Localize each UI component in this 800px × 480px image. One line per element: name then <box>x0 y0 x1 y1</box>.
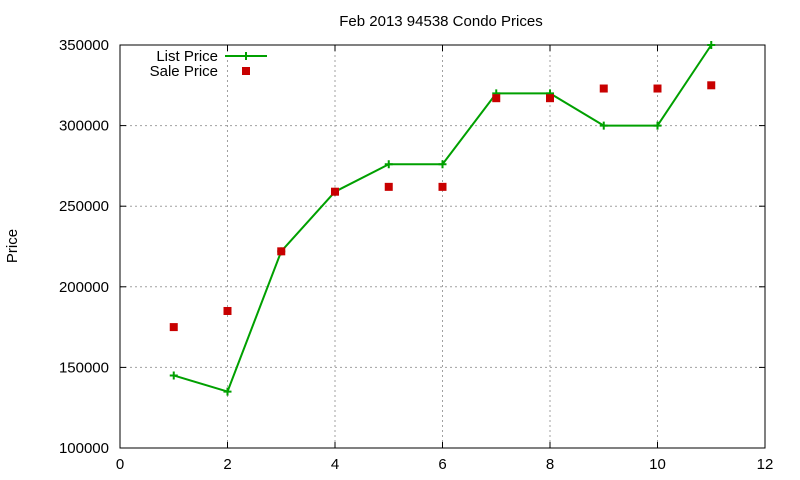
sale-price-point <box>169 323 178 332</box>
chart-title: Feb 2013 94538 Condo Prices <box>339 13 542 30</box>
y-axis-label: Price <box>4 229 21 263</box>
x-tick-label: 8 <box>546 456 554 473</box>
legend-marker-sale-price <box>242 67 250 75</box>
y-tick-label: 250000 <box>59 198 109 215</box>
sale-price-point <box>599 84 608 93</box>
x-tick-label: 6 <box>438 456 446 473</box>
list-price-point <box>169 371 178 380</box>
sale-price-point <box>277 247 286 256</box>
sale-price-point <box>223 306 232 315</box>
sale-price-point <box>331 187 339 196</box>
x-tick-label: 10 <box>649 456 666 473</box>
x-tick-label: 0 <box>116 456 124 473</box>
list-price-point <box>223 387 232 396</box>
sale-price-point <box>707 81 716 90</box>
sale-price-point <box>492 94 501 103</box>
list-price-point <box>438 160 447 169</box>
list-price-point <box>384 160 393 169</box>
legend-label-list-price: List Price <box>156 48 218 65</box>
legend: List Price Sale Price <box>150 48 267 80</box>
y-tick-label: 350000 <box>59 37 109 54</box>
sale-price-point <box>653 84 662 93</box>
list-price-point <box>653 121 662 130</box>
sale-price-point <box>384 182 393 191</box>
y-tick-label: 150000 <box>59 359 109 376</box>
list-price-point <box>707 41 716 49</box>
y-tick-label: 200000 <box>59 279 109 296</box>
list-price-point <box>599 121 608 130</box>
sale-price-point <box>546 94 554 103</box>
x-tick-label: 2 <box>223 456 231 473</box>
x-tick-label: 12 <box>757 456 774 473</box>
legend-marker-list-price <box>242 52 250 60</box>
y-tick-label: 300000 <box>59 118 109 135</box>
x-tick-label: 4 <box>331 456 339 473</box>
sale-price-point <box>438 182 447 191</box>
legend-label-sale-price: Sale Price <box>150 63 218 80</box>
grid-lines <box>120 45 765 448</box>
data-series <box>169 41 716 396</box>
axis-ticks: 0 2 4 6 8 10 12 100000 150000 200000 250000 300000 3… <box>59 37 773 473</box>
y-tick-label: 100000 <box>59 440 109 457</box>
